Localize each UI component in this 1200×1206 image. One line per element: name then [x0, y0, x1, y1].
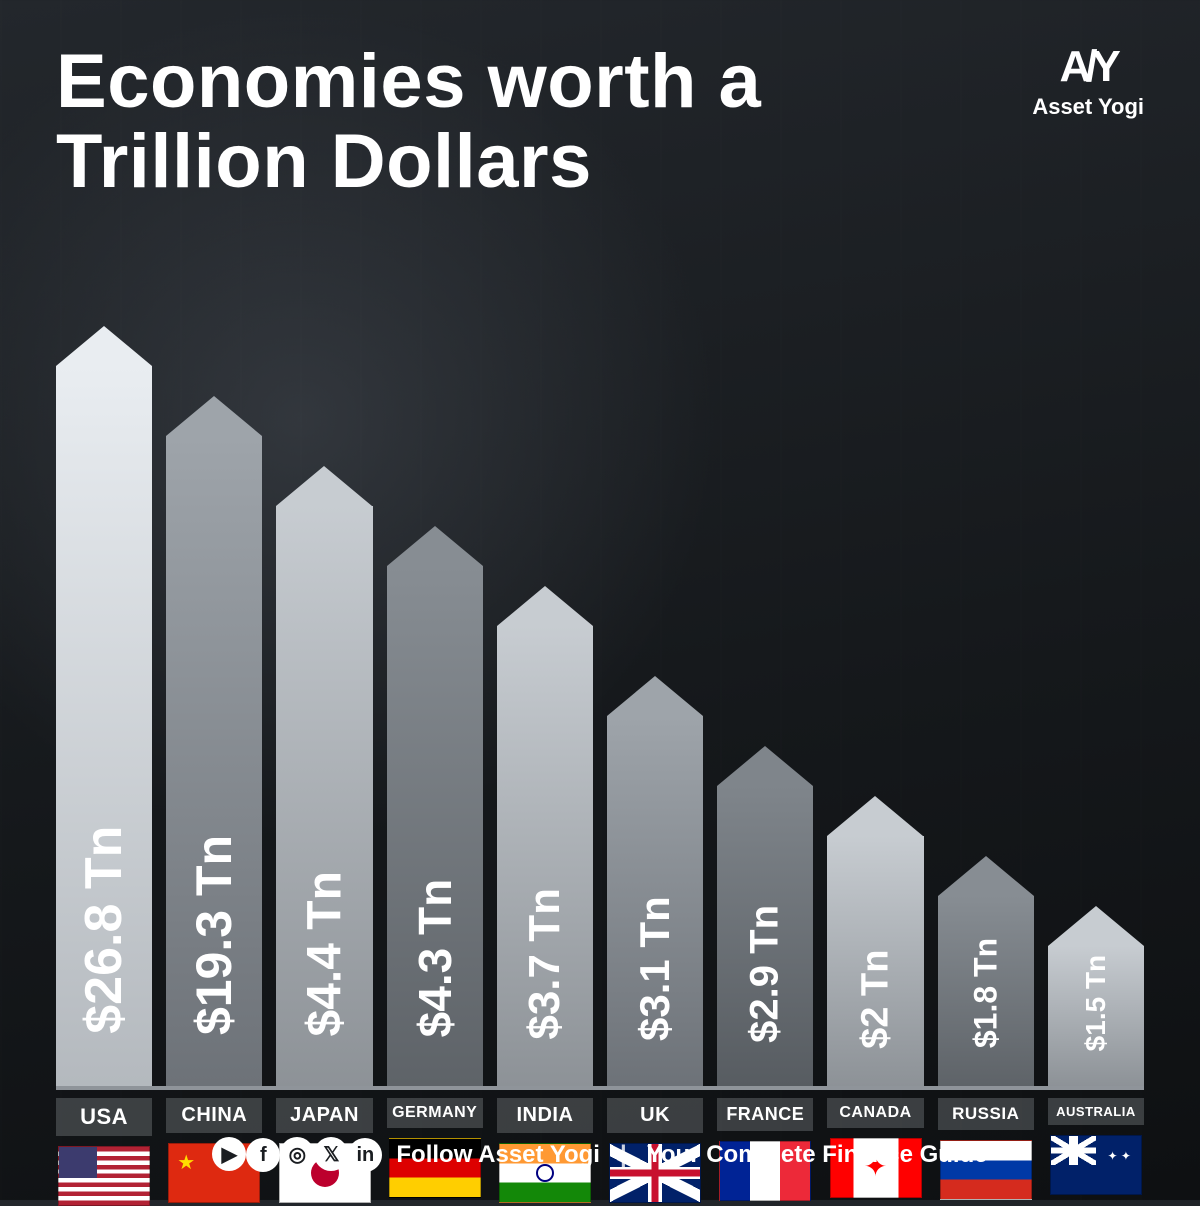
- country-name-label: INDIA: [497, 1098, 593, 1133]
- bar-body: $1.5 Tn: [1048, 946, 1144, 1086]
- footer-tagline: Your Complete Finance Guide: [647, 1141, 988, 1169]
- bar-value-label: $3.7 Tn: [520, 888, 570, 1040]
- bar-body: $4.4 Tn: [276, 506, 372, 1086]
- bar-body: $2.9 Tn: [717, 786, 813, 1086]
- economies-bar-chart: $26.8 Tn $19.3 Tn $4.4 Tn $4.3 Tn $3.7 Tn $3.…: [56, 250, 1144, 1090]
- bar-body: $3.7 Tn: [497, 626, 593, 1086]
- bar-value-label: $2.9 Tn: [743, 905, 788, 1043]
- chart-bar-russia: $1.8 Tn: [938, 896, 1034, 1086]
- country-name-label: FRANCE: [717, 1098, 813, 1131]
- country-name-label: GERMANY: [387, 1098, 483, 1128]
- bar-value-label: $2 Tn: [854, 950, 897, 1049]
- social-icons: ▶f◎𝕏in: [212, 1137, 382, 1172]
- chart-bar-germany: $4.3 Tn: [387, 566, 483, 1086]
- bar-value-label: $3.1 Tn: [631, 896, 679, 1041]
- footer: ▶f◎𝕏in Follow Asset Yogi | Your Complete…: [0, 1137, 1200, 1172]
- country-name-label: AUSTRALIA: [1048, 1098, 1144, 1125]
- brand-block: A\Y Asset Yogi: [1032, 42, 1144, 120]
- title-line-1: Economies worth a: [56, 39, 761, 124]
- title-line-2: Trillion Dollars: [56, 119, 592, 204]
- bar-value-label: $4.3 Tn: [408, 879, 462, 1038]
- chart-bar-japan: $4.4 Tn: [276, 506, 372, 1086]
- chart-bar-australia: $1.5 Tn: [1048, 946, 1144, 1086]
- country-name-label: UK: [607, 1098, 703, 1133]
- chart-bar-france: $2.9 Tn: [717, 786, 813, 1086]
- page-title: Economies worth a Trillion Dollars: [56, 42, 761, 202]
- bar-body: $1.8 Tn: [938, 896, 1034, 1086]
- twitter-icon[interactable]: 𝕏: [314, 1137, 348, 1171]
- instagram-icon[interactable]: ◎: [280, 1137, 314, 1171]
- chart-bar-canada: $2 Tn: [827, 836, 923, 1086]
- footer-divider: |: [620, 1141, 627, 1169]
- country-name-label: CANADA: [827, 1098, 923, 1128]
- bar-body: $2 Tn: [827, 836, 923, 1086]
- bar-value-label: $1.8 Tn: [967, 938, 1004, 1048]
- bar-value-label: $1.5 Tn: [1080, 955, 1112, 1051]
- footer-follow-text: Follow Asset Yogi: [396, 1141, 600, 1169]
- linkedin-icon[interactable]: in: [348, 1138, 382, 1172]
- chart-bar-usa: $26.8 Tn: [56, 366, 152, 1086]
- brand-logo-icon: A\Y: [1032, 42, 1144, 92]
- bar-body: $19.3 Tn: [166, 436, 262, 1086]
- bar-value-label: $26.8 Tn: [74, 826, 134, 1034]
- header: Economies worth a Trillion Dollars A\Y A…: [56, 42, 1144, 202]
- country-name-label: RUSSIA: [938, 1098, 1034, 1130]
- bar-value-label: $4.4 Tn: [297, 871, 352, 1036]
- facebook-icon[interactable]: f: [246, 1138, 280, 1172]
- youtube-icon[interactable]: ▶: [212, 1137, 246, 1171]
- country-name-label: JAPAN: [276, 1098, 372, 1133]
- country-name-label: USA: [56, 1098, 152, 1136]
- country-name-label: CHINA: [166, 1098, 262, 1133]
- chart-bar-india: $3.7 Tn: [497, 626, 593, 1086]
- bar-body: $26.8 Tn: [56, 366, 152, 1086]
- bar-body: $4.3 Tn: [387, 566, 483, 1086]
- bar-body: $3.1 Tn: [607, 716, 703, 1086]
- chart-bar-uk: $3.1 Tn: [607, 716, 703, 1086]
- brand-name: Asset Yogi: [1032, 94, 1144, 120]
- chart-bar-china: $19.3 Tn: [166, 436, 262, 1086]
- bar-value-label: $19.3 Tn: [185, 835, 243, 1035]
